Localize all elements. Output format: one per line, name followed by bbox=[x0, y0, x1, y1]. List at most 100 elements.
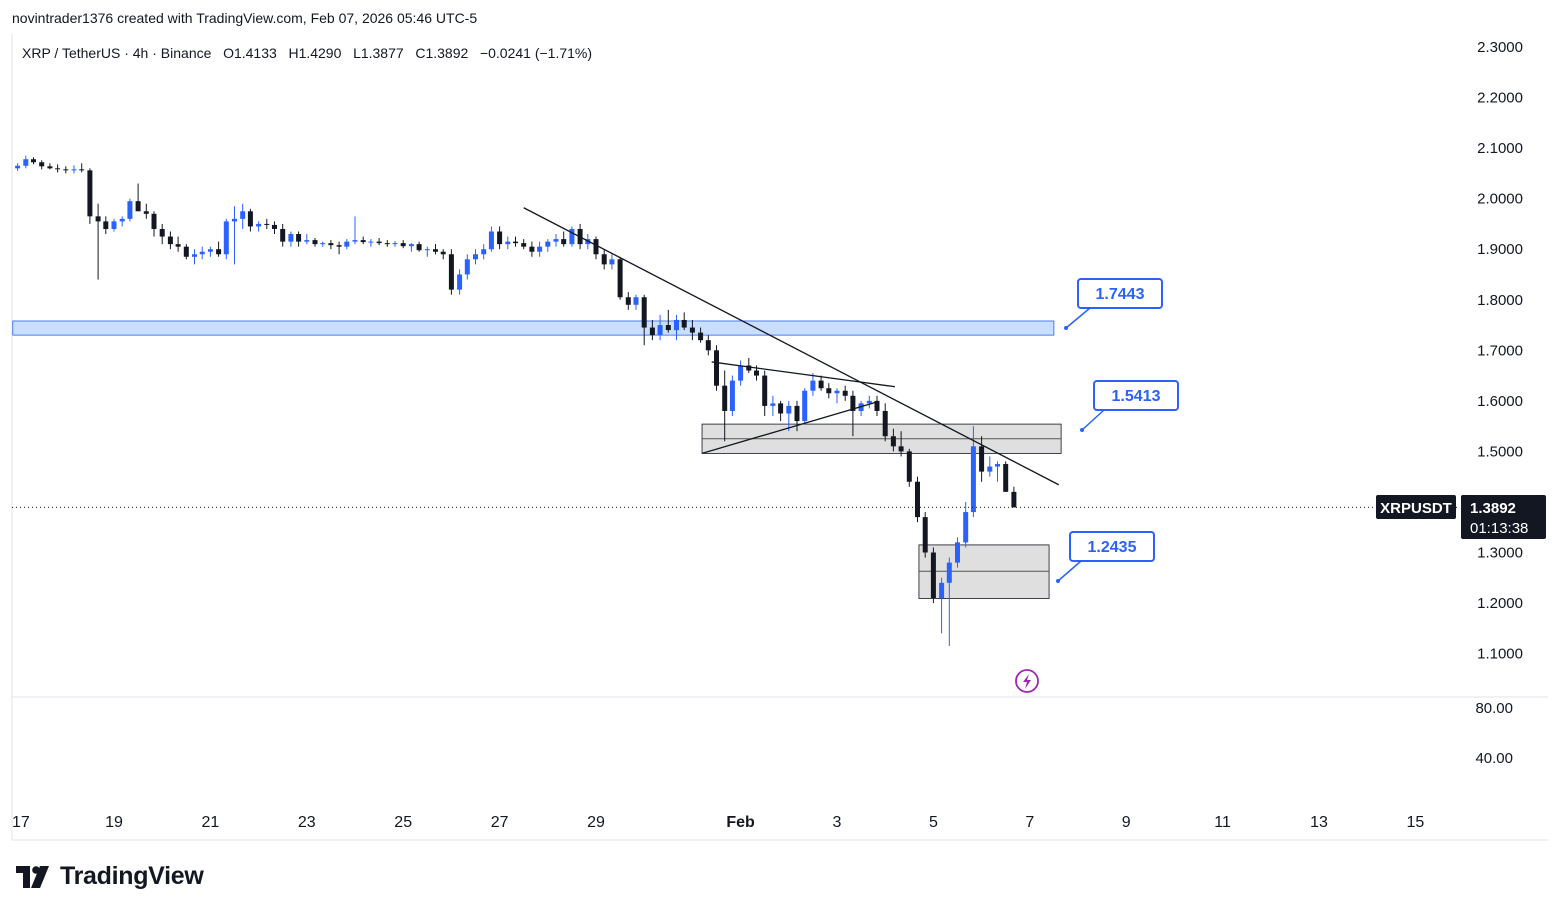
candle-body[interactable] bbox=[906, 451, 912, 482]
candle-body[interactable] bbox=[183, 246, 189, 257]
candle-body[interactable] bbox=[834, 390, 840, 394]
trendline[interactable] bbox=[701, 401, 876, 455]
candle-body[interactable] bbox=[424, 249, 430, 251]
price-axis[interactable]: 2.3000 2.2000 2.1000 2.0000 1.9000 1.8000 1.70… bbox=[1477, 39, 1523, 663]
candle-body[interactable] bbox=[457, 274, 463, 290]
candle-body[interactable] bbox=[55, 168, 61, 170]
candle-body[interactable] bbox=[376, 241, 382, 244]
candle-body[interactable] bbox=[617, 259, 623, 298]
candle-body[interactable] bbox=[537, 246, 543, 252]
candle-body[interactable] bbox=[392, 243, 398, 245]
candle-body[interactable] bbox=[689, 327, 695, 333]
candle-body[interactable] bbox=[23, 159, 29, 166]
candle-body[interactable] bbox=[440, 251, 446, 255]
candle-body[interactable] bbox=[963, 512, 969, 543]
candle-body[interactable] bbox=[521, 243, 527, 247]
candle-body[interactable] bbox=[545, 241, 551, 247]
candle-body[interactable] bbox=[481, 249, 487, 255]
candle-body[interactable] bbox=[722, 385, 728, 411]
candle-body[interactable] bbox=[232, 218, 237, 222]
candle-body[interactable] bbox=[802, 390, 808, 422]
candle-body[interactable] bbox=[296, 234, 302, 242]
candle-body[interactable] bbox=[939, 582, 945, 598]
candle-body[interactable] bbox=[649, 327, 655, 336]
callout-1243[interactable]: 1.2435 bbox=[1056, 531, 1155, 583]
candle-body[interactable] bbox=[681, 319, 687, 328]
candle-body[interactable] bbox=[874, 400, 880, 411]
trendline[interactable] bbox=[523, 207, 1060, 486]
candle-body[interactable] bbox=[786, 405, 792, 414]
candle-body[interactable] bbox=[223, 221, 229, 255]
candle-body[interactable] bbox=[432, 249, 438, 252]
candle-body[interactable] bbox=[71, 169, 77, 171]
candle-body[interactable] bbox=[320, 243, 326, 245]
indicator-axis[interactable]: 80.00 40.00 bbox=[1475, 700, 1513, 767]
callout-1744[interactable]: 1.7443 bbox=[1064, 278, 1163, 330]
candle-body[interactable] bbox=[344, 241, 350, 247]
candle-body[interactable] bbox=[770, 403, 776, 406]
candle-body[interactable] bbox=[159, 228, 165, 237]
candle-body[interactable] bbox=[288, 234, 294, 242]
zone-zone-1.24[interactable] bbox=[918, 544, 1050, 599]
candle-body[interactable] bbox=[127, 201, 133, 219]
candle-body[interactable] bbox=[995, 464, 1001, 467]
candle-body[interactable] bbox=[553, 239, 559, 242]
candle-body[interactable] bbox=[336, 245, 342, 247]
candle-body[interactable] bbox=[207, 249, 213, 252]
trendline[interactable] bbox=[711, 361, 895, 388]
candle-body[interactable] bbox=[641, 297, 647, 328]
candle-body[interactable] bbox=[946, 562, 952, 583]
tradingview-logo[interactable]: TradingView bbox=[16, 862, 204, 891]
candle-body[interactable] bbox=[264, 223, 270, 225]
candle-body[interactable] bbox=[842, 390, 848, 396]
candle-body[interactable] bbox=[593, 239, 599, 255]
candle-body[interactable] bbox=[191, 254, 197, 257]
candle-body[interactable] bbox=[665, 325, 671, 331]
candle-body[interactable] bbox=[673, 319, 679, 331]
candle-body[interactable] bbox=[794, 405, 800, 422]
candle-body[interactable] bbox=[15, 165, 21, 169]
candle-body[interactable] bbox=[256, 223, 262, 227]
candle-body[interactable] bbox=[216, 249, 222, 255]
candle-body[interactable] bbox=[505, 241, 511, 245]
candle-body[interactable] bbox=[762, 375, 768, 406]
last-price-tag[interactable]: 1.3892 01:13:38 bbox=[1461, 495, 1546, 539]
candle-body[interactable] bbox=[729, 380, 735, 411]
candle-body[interactable] bbox=[922, 517, 928, 553]
candle-body[interactable] bbox=[866, 400, 872, 404]
candle-body[interactable] bbox=[698, 332, 704, 341]
zone-resistance-1.74[interactable] bbox=[12, 320, 1055, 336]
candle-body[interactable] bbox=[1003, 464, 1009, 492]
candle-body[interactable] bbox=[987, 466, 993, 472]
candle-body[interactable] bbox=[488, 231, 494, 250]
candle-body[interactable] bbox=[280, 228, 286, 242]
candle-body[interactable] bbox=[633, 297, 639, 305]
candle-body[interactable] bbox=[312, 240, 318, 245]
candle-body[interactable] bbox=[609, 259, 615, 265]
symbol-interval[interactable]: 4h bbox=[132, 45, 149, 61]
candle-body[interactable] bbox=[569, 228, 575, 245]
candle-body[interactable] bbox=[979, 446, 985, 472]
candle-body[interactable] bbox=[914, 481, 920, 518]
candle-body[interactable] bbox=[930, 552, 936, 598]
candle-body[interactable] bbox=[400, 243, 406, 247]
candle-body[interactable] bbox=[738, 365, 744, 381]
candle-body[interactable] bbox=[890, 436, 896, 447]
ticker-badge[interactable]: XRPUSDT bbox=[1376, 495, 1456, 519]
time-axis[interactable]: 17 19 21 23 25 27 29 Feb 3 5 7 9 11 13 15 bbox=[12, 814, 1424, 831]
candle-body[interactable] bbox=[778, 403, 784, 414]
candle-body[interactable] bbox=[416, 244, 422, 251]
candle-body[interactable] bbox=[151, 213, 157, 229]
candle-body[interactable] bbox=[95, 216, 101, 222]
candle-body[interactable] bbox=[39, 162, 45, 167]
candle-body[interactable] bbox=[818, 380, 824, 389]
candle-body[interactable] bbox=[384, 243, 390, 245]
candle-body[interactable] bbox=[529, 246, 535, 252]
candle-body[interactable] bbox=[199, 251, 205, 255]
candle-body[interactable] bbox=[810, 380, 816, 391]
candle-body[interactable] bbox=[368, 241, 374, 243]
candle-body[interactable] bbox=[103, 221, 109, 229]
candle-body[interactable] bbox=[826, 388, 832, 394]
candle-body[interactable] bbox=[955, 542, 960, 563]
